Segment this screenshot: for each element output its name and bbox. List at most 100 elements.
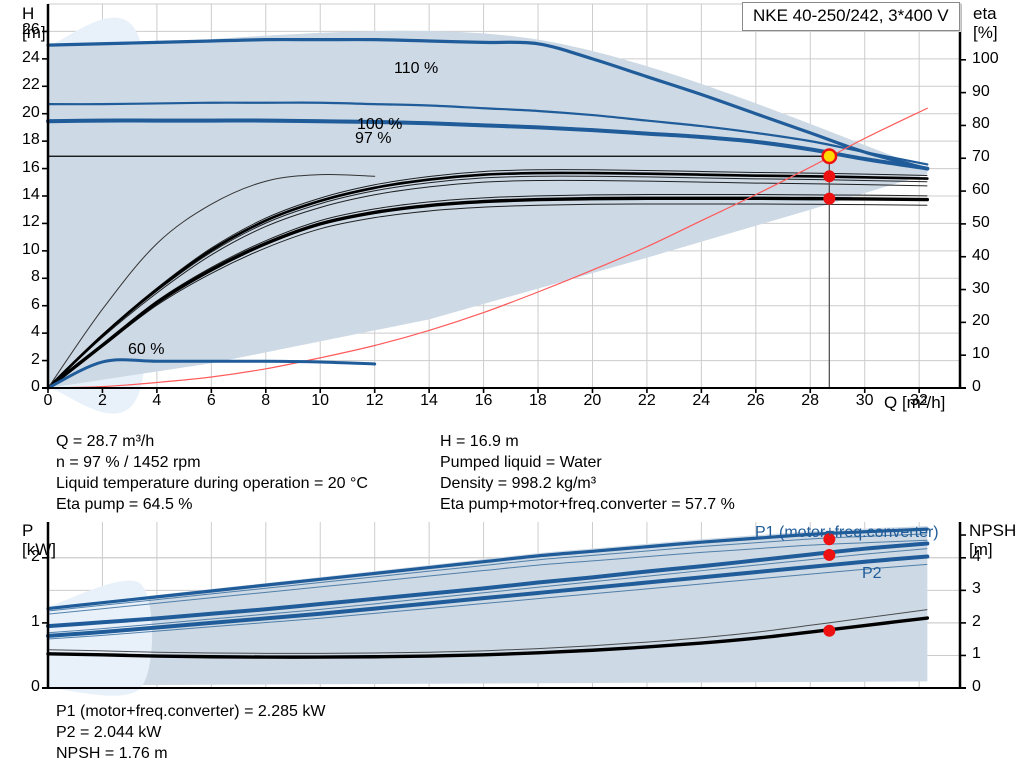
bottom-chart-series-2 [46,554,930,638]
top-chart-etatot-fan-0 [47,203,928,389]
top-chart-x-tick-label-12: 12 [365,392,384,409]
bottom-chart-y-right-tick-label-4: 4 [972,547,981,565]
top-chart-curve-label-97: 97 % [355,130,392,147]
top-chart-x-tick-label-30: 30 [855,392,874,409]
top-chart-y-left-tick-label-16: 16 [22,158,40,176]
top-chart-x-tick-label-0: 0 [43,392,53,409]
top-chart-y-right-tick-label-40: 40 [972,246,990,264]
top-chart-x-tick-label-2: 2 [97,392,107,409]
top-chart-y-left-tick-label-12: 12 [22,213,40,231]
bottom-chart-p1-fan-1 [47,533,928,612]
info-left-line-0: Q = 28.7 m³/h [56,433,155,450]
top-chart-y-left-tick-label-18: 18 [22,131,40,149]
top-chart-x-tick-label-14: 14 [420,392,438,409]
top-chart-series-7 [46,358,377,390]
top-chart-series-6 [47,107,928,389]
top-chart-x-tick-label-20: 20 [583,392,602,409]
top-chart-y-right-tick-label-20: 20 [972,312,990,330]
top-chart-etatot-fan-1 [47,193,928,389]
pump-model-title: NKE 40-250/242, 3*400 V [742,2,960,31]
info-left-line-2: Liquid temperature during operation = 20… [56,475,368,492]
top-chart-series-5 [47,173,376,389]
top-chart-y-left-tick-label-4: 4 [31,323,40,341]
top-chart-y-right-tick-label-100: 100 [972,49,999,67]
bottom-chart-series-1 [46,541,930,629]
top-chart-y-left-tick-label-20: 20 [22,103,40,121]
operating-point-info-right: H = 16.9 m Pumped liquid = Water Density =… [440,431,735,515]
info-left-line-3: Eta pump = 64.5 % [56,496,193,513]
bottom-chart-y-right-tick-label-0: 0 [972,678,981,695]
bottom-chart-y-right-tick-label-3: 3 [972,580,981,598]
top-chart-y-right-tick-label-80: 80 [972,115,990,133]
top-chart-y-right-tick-label-0: 0 [972,378,981,395]
bottom-chart-y-right-tick-label-2: 2 [972,612,981,630]
top-chart-x-tick-label-16: 16 [474,392,493,409]
top-chart-x-tick-label-4: 4 [152,392,162,409]
eta-total-marker [823,192,836,205]
top-chart-x-tick-label-32: 32 [910,392,928,409]
bottom-chart-y-right-title: NPSH [m] [969,521,1017,559]
top-chart-series-3 [46,171,929,390]
top-chart-x-tick-label-28: 28 [801,392,820,409]
top-chart-eta-fan-2 [47,169,928,389]
top-chart-y-left-tick-label-2: 2 [31,350,40,368]
power-npsh-info: P1 (motor+freq.converter) = 2.285 kW P2 =… [56,701,325,764]
top-chart-y-left-tick-label-8: 8 [31,268,40,286]
bottom-chart-y-left-tick-label-0: 0 [31,678,40,695]
bottom-chart-y-left-tick-label-2: 2 [31,547,40,565]
bottom-chart-p2-fan-1 [47,563,928,640]
top-chart-y-left-tick-label-6: 6 [31,295,40,313]
top-chart-y-right-title: eta [%] [973,4,998,42]
info-bottom-line-2: NPSH = 1.76 m [56,745,168,762]
top-chart-curve-label-60: 60 % [128,341,165,358]
top-chart-series-1 [46,101,929,166]
bottom-chart-y-right-tick-label-1: 1 [972,645,981,663]
operating-point-marker [823,150,835,162]
bottom-chart-y-left-title: P [kW] [22,521,56,559]
top-chart-x-tick-label-24: 24 [692,392,711,409]
bottom-chart-series-0 [46,527,929,611]
top-chart-y-right-tick-label-70: 70 [972,148,990,166]
top-chart-eta-fan-1 [47,175,928,389]
top-chart-series-0 [46,37,929,171]
info-left-line-1: n = 97 % / 1452 rpm [56,454,201,471]
top-chart-curve-label-100: 100 % [357,116,403,133]
npsh-marker [823,624,836,637]
top-chart-y-left-title: H [m] [22,4,46,42]
top-chart-y-right-tick-label-90: 90 [972,82,990,100]
top-chart-y-left-tick-label-26: 26 [22,21,40,39]
top-chart-x-tick-label-22: 22 [637,392,656,409]
top-chart-y-right-tick-label-10: 10 [972,345,990,363]
top-chart-y-left-tick-label-10: 10 [22,240,40,258]
top-chart-x-title: Q [m³/h] [884,393,946,412]
bottom-chart-npsh-fan-0 [47,609,928,654]
top-chart-series-4 [46,196,930,390]
top-chart-x-tick-label-10: 10 [311,392,330,409]
operating-point-info-left: Q = 28.7 m³/h n = 97 % / 1452 rpm Liquid t… [56,431,368,515]
top-chart-curve-label-110: 110 % [394,60,439,77]
top-chart-y-left-tick-label-14: 14 [22,186,40,203]
bottom-chart-series-3 [46,616,930,659]
top-chart-x-tick-label-26: 26 [746,392,765,409]
top-chart-y-right-tick-label-50: 50 [972,213,990,231]
bottom-chart-series-label-P1motorfreqc: P1 (motor+freq.converter) [755,524,939,541]
top-chart-x-tick-label-6: 6 [206,392,216,409]
p1-marker [823,533,836,546]
info-right-line-1: Pumped liquid = Water [440,454,602,471]
top-chart-x-tick-label-18: 18 [529,392,547,409]
info-bottom-line-0: P1 (motor+freq.converter) = 2.285 kW [56,703,326,720]
top-chart-x-tick-label-8: 8 [261,392,271,409]
top-chart-series-2 [46,118,930,171]
top-chart-y-left-tick-label-22: 22 [22,76,40,94]
info-right-line-3: Eta pump+motor+freq.converter = 57.7 % [440,496,735,513]
bottom-chart-p2-fan-0 [47,548,928,634]
top-chart-y-left-tick-label-0: 0 [31,378,40,395]
p2-marker [823,548,836,561]
top-chart-eta-fan-0 [47,179,928,389]
bottom-chart-series-label-P2: P2 [862,565,882,582]
eta-pump-marker [823,170,836,183]
top-chart-y-right-tick-label-30: 30 [972,279,990,297]
info-right-line-2: Density = 998.2 kg/m³ [440,475,597,492]
